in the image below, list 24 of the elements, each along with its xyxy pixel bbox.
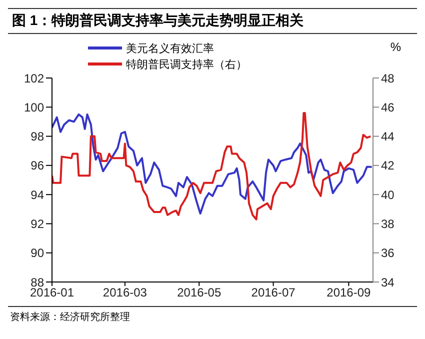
y2-tick-label: 42 — [381, 158, 395, 173]
y2-tick-label: 38 — [381, 216, 395, 231]
y-tick-label: 98 — [30, 130, 44, 144]
y-tick-label: 96 — [30, 158, 44, 173]
text: 资料来源：经济研究所整理 — [8, 306, 417, 327]
y2-tick-label: 34 — [381, 275, 395, 290]
y2-tick-label: 48 — [381, 71, 395, 86]
x-tick-label: 2016-05 — [177, 286, 222, 300]
y2-tick-label: 40 — [381, 188, 395, 202]
y-tick-label: 92 — [30, 216, 44, 231]
y-tick-label: 100 — [24, 100, 44, 114]
y-tick-label: 94 — [30, 188, 44, 202]
y2-axis-title: % — [390, 40, 401, 54]
x-tick-label: 2016-09 — [326, 286, 372, 300]
legend-label: 美元名义有效汇率 — [126, 42, 214, 56]
legend-label: 特朗普民调支持率（右） — [126, 58, 247, 72]
x-tick-label: 2016-03 — [102, 286, 148, 300]
y-tick-label: 90 — [30, 246, 44, 260]
y2-tick-label: 44 — [381, 130, 395, 144]
y2-tick-label: 36 — [381, 246, 395, 260]
y2-tick-label: 46 — [381, 100, 395, 114]
y-tick-label: 102 — [24, 71, 44, 86]
x-tick-label: 2016-07 — [251, 286, 296, 300]
chart-title: 图 1：特朗普民调支持率与美元走势明显正相关 — [8, 8, 417, 34]
